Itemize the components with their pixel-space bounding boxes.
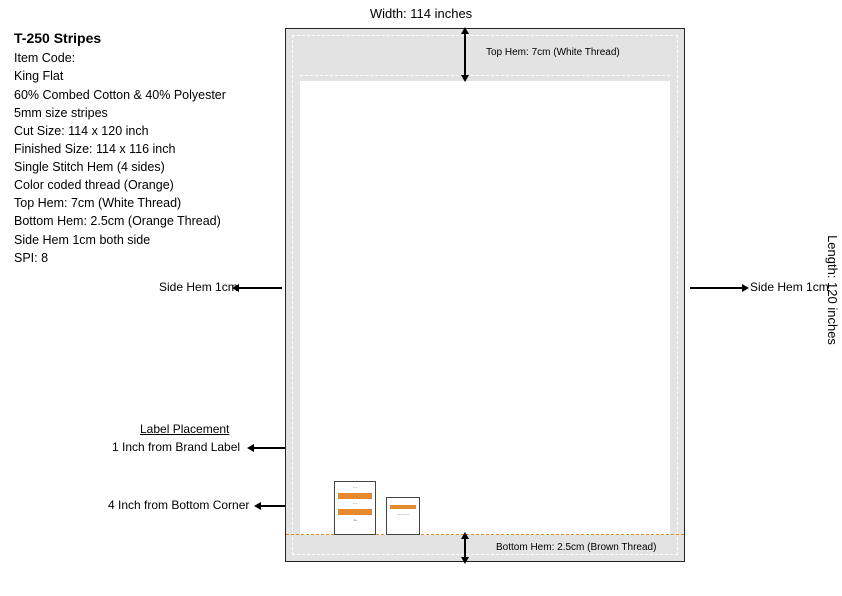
spec-title: T-250 Stripes (14, 28, 226, 48)
brand-label-smalltext: ··· (336, 501, 374, 507)
bottom-hem-arrow (464, 537, 466, 559)
spec-line: King Flat (14, 67, 226, 85)
label-placement-heading: Label Placement (140, 422, 229, 436)
spec-line: Color coded thread (Orange) (14, 176, 226, 194)
brand-label-bar (338, 509, 372, 515)
label-placement-line2: 4 Inch from Bottom Corner (108, 498, 249, 512)
arrowhead-left-icon (232, 284, 239, 292)
stitch-top-inner-dashed (300, 75, 670, 76)
side-hem-left (286, 29, 300, 561)
sheet-diagram: Top Hem: 7cm (White Thread) Bottom Hem: … (285, 28, 685, 562)
spec-line: Finished Size: 114 x 116 inch (14, 140, 226, 158)
brand-label-bar (338, 493, 372, 499)
brand-label-tag: ··· ··· ∼ (334, 481, 376, 535)
arrowhead-left-icon (247, 444, 254, 452)
arrowhead-right-icon (742, 284, 749, 292)
width-dimension-label: Width: 114 inches (0, 6, 842, 21)
arrowhead-down-icon (461, 557, 469, 564)
spec-line: Single Stitch Hem (4 sides) (14, 158, 226, 176)
sheet-face (300, 81, 670, 535)
brand-label-smalltext: ··· (336, 485, 374, 491)
arrowhead-up-icon (461, 27, 469, 34)
spec-line: Top Hem: 7cm (White Thread) (14, 194, 226, 212)
spec-line: Cut Size: 114 x 120 inch (14, 122, 226, 140)
spec-line: Side Hem 1cm both side (14, 231, 226, 249)
spec-line: 60% Combed Cotton & 40% Polyester (14, 86, 226, 104)
spec-line: Bottom Hem: 2.5cm (Orange Thread) (14, 212, 226, 230)
label-placement-line1: 1 Inch from Brand Label (112, 440, 240, 454)
arrowhead-down-icon (461, 75, 469, 82)
side-hem-left-label: Side Hem 1cm (159, 280, 238, 294)
spec-list: T-250 Stripes Item Code: King Flat 60% C… (14, 28, 226, 267)
care-label-bar (390, 505, 416, 509)
side-hem-right (670, 29, 684, 561)
top-hem-note: Top Hem: 7cm (White Thread) (486, 47, 620, 58)
spec-line: Item Code: (14, 49, 226, 67)
bottom-hem-note: Bottom Hem: 2.5cm (Brown Thread) (496, 542, 656, 553)
care-label-smalltext: ——— (388, 511, 418, 516)
care-label-tag: ——— (386, 497, 420, 535)
arrowhead-left-icon (254, 502, 261, 510)
arrow-line (238, 287, 282, 289)
arrowhead-up-icon (461, 532, 469, 539)
brand-label-signature: ∼ (336, 517, 374, 524)
side-hem-right-label: Side Hem 1cm (750, 280, 829, 294)
spec-line: 5mm size stripes (14, 104, 226, 122)
top-hem (286, 29, 684, 81)
arrow-line (690, 287, 744, 289)
top-hem-arrow (464, 33, 466, 77)
spec-line: SPI: 8 (14, 249, 226, 267)
